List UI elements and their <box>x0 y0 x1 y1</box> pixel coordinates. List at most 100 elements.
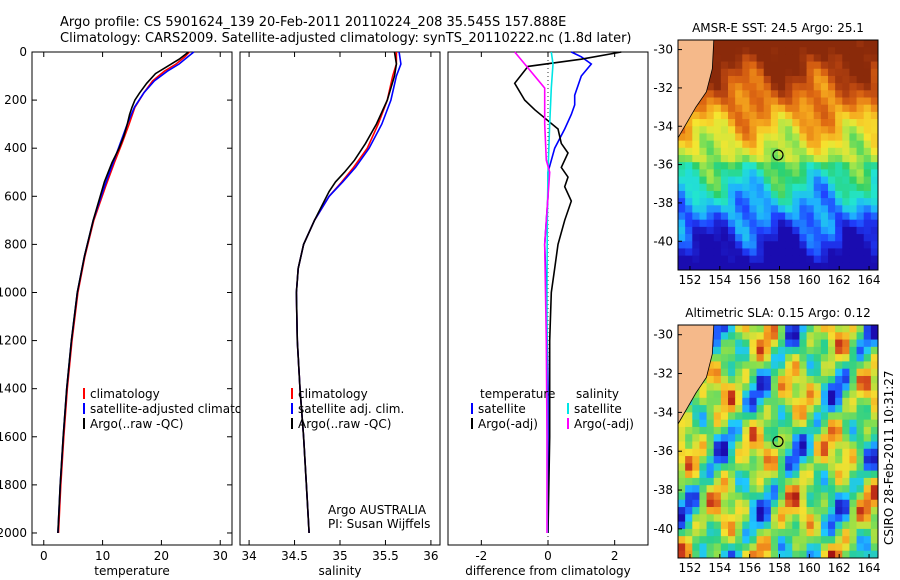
heatmap-cell <box>870 111 879 120</box>
heatmap-cell <box>706 248 715 257</box>
heatmap-cell <box>842 507 850 515</box>
heatmap-cell <box>813 412 822 421</box>
heatmap-cell <box>849 176 857 185</box>
heatmap-cell <box>756 405 765 413</box>
heatmap-cell <box>706 463 715 472</box>
heatmap-cell <box>756 234 765 242</box>
heatmap-cell <box>706 97 715 106</box>
heatmap-cell <box>863 470 872 479</box>
heatmap-cell <box>735 397 743 406</box>
heatmap-cell <box>713 147 722 156</box>
heatmap-cell <box>763 463 772 472</box>
heatmap-cell <box>820 463 829 472</box>
heatmap-cell <box>742 339 750 348</box>
heatmap-cell <box>678 543 686 552</box>
heatmap-cell <box>706 383 715 391</box>
heatmap-cell <box>863 375 872 384</box>
heatmap-cell <box>763 104 772 113</box>
heatmap-cell <box>856 426 865 435</box>
heatmap-cell <box>706 83 715 91</box>
heatmap-cell <box>763 183 772 192</box>
heatmap-cell <box>749 346 757 355</box>
heatmap-cell <box>813 448 822 457</box>
heatmap-cell <box>763 119 772 127</box>
heatmap-cell <box>870 40 879 48</box>
heatmap-cell <box>849 226 857 235</box>
heatmap-cell <box>685 176 693 185</box>
heatmap-cell <box>842 426 850 435</box>
heatmap-cell <box>835 346 843 355</box>
heatmap-cell <box>742 176 750 185</box>
heatmap-cell <box>828 485 836 493</box>
y-tick-label: 1600 <box>0 430 27 444</box>
heatmap-cell <box>842 332 850 340</box>
heatmap-cell <box>799 162 807 170</box>
heatmap-cell <box>870 126 879 134</box>
heatmap-cell <box>720 543 729 552</box>
heatmap-cell <box>813 514 822 522</box>
heatmap-cell <box>728 550 736 559</box>
heatmap-cell <box>699 190 707 199</box>
heatmap-cell <box>720 441 729 450</box>
heatmap-cell <box>756 190 765 199</box>
heatmap-cell <box>842 190 850 199</box>
heatmap-cell <box>863 441 872 450</box>
heatmap-cell <box>849 262 857 271</box>
heatmap-cell <box>835 543 843 552</box>
heatmap-cell <box>763 162 772 170</box>
heatmap-cell <box>763 205 772 213</box>
heatmap-cell <box>742 332 750 340</box>
heatmap-cell <box>856 75 865 84</box>
heatmap-cell <box>720 219 729 228</box>
heatmap-cell <box>870 205 879 213</box>
heatmap-cell <box>849 368 857 377</box>
heatmap-cell <box>799 183 807 192</box>
heatmap-cell <box>828 499 836 508</box>
heatmap-cell <box>742 390 750 399</box>
heatmap-cell <box>828 332 836 340</box>
heatmap-cell <box>720 390 729 399</box>
heatmap-cell <box>770 219 779 228</box>
heatmap-cell <box>720 419 729 428</box>
heatmap-cell <box>713 47 722 55</box>
heatmap-cell <box>735 426 743 435</box>
heatmap-cell <box>749 325 757 333</box>
heatmap-cell <box>828 140 836 149</box>
legend-group-header: salinity <box>576 387 619 401</box>
heatmap-cell <box>813 492 822 501</box>
heatmap-cell <box>849 412 857 421</box>
heatmap-cell <box>828 514 836 522</box>
y-tick-label: 1800 <box>0 478 27 492</box>
heatmap-cell <box>713 133 722 142</box>
heatmap-cell <box>713 97 722 106</box>
heatmap-cell <box>685 426 693 435</box>
heatmap-cell <box>792 332 800 340</box>
heatmap-cell <box>699 514 707 522</box>
heatmap-cell <box>699 155 707 163</box>
heatmap-cell <box>778 325 786 333</box>
heatmap-cell <box>785 190 793 199</box>
heatmap-cell <box>849 390 857 399</box>
heatmap-cell <box>785 155 793 163</box>
heatmap-cell <box>842 499 850 508</box>
heatmap-cell <box>785 226 793 235</box>
heatmap-cell <box>770 419 779 428</box>
heatmap-cell <box>806 339 815 348</box>
heatmap-cell <box>799 456 807 464</box>
heatmap-cell <box>849 543 857 552</box>
heatmap-cell <box>742 426 750 435</box>
heatmap-cell <box>678 147 686 156</box>
heatmap-cell <box>835 90 843 98</box>
heatmap-cell <box>778 133 786 142</box>
heatmap-cell <box>735 339 743 348</box>
heatmap-cell <box>735 485 743 493</box>
heatmap-cell <box>820 54 829 62</box>
heatmap-cell <box>856 405 865 413</box>
heatmap-cell <box>742 262 750 271</box>
heatmap-cell <box>828 190 836 199</box>
heatmap-cell <box>706 550 715 559</box>
heatmap-cell <box>799 255 807 264</box>
heatmap-cell <box>763 212 772 221</box>
heatmap-cell <box>828 61 836 70</box>
heatmap-cell <box>770 126 779 134</box>
